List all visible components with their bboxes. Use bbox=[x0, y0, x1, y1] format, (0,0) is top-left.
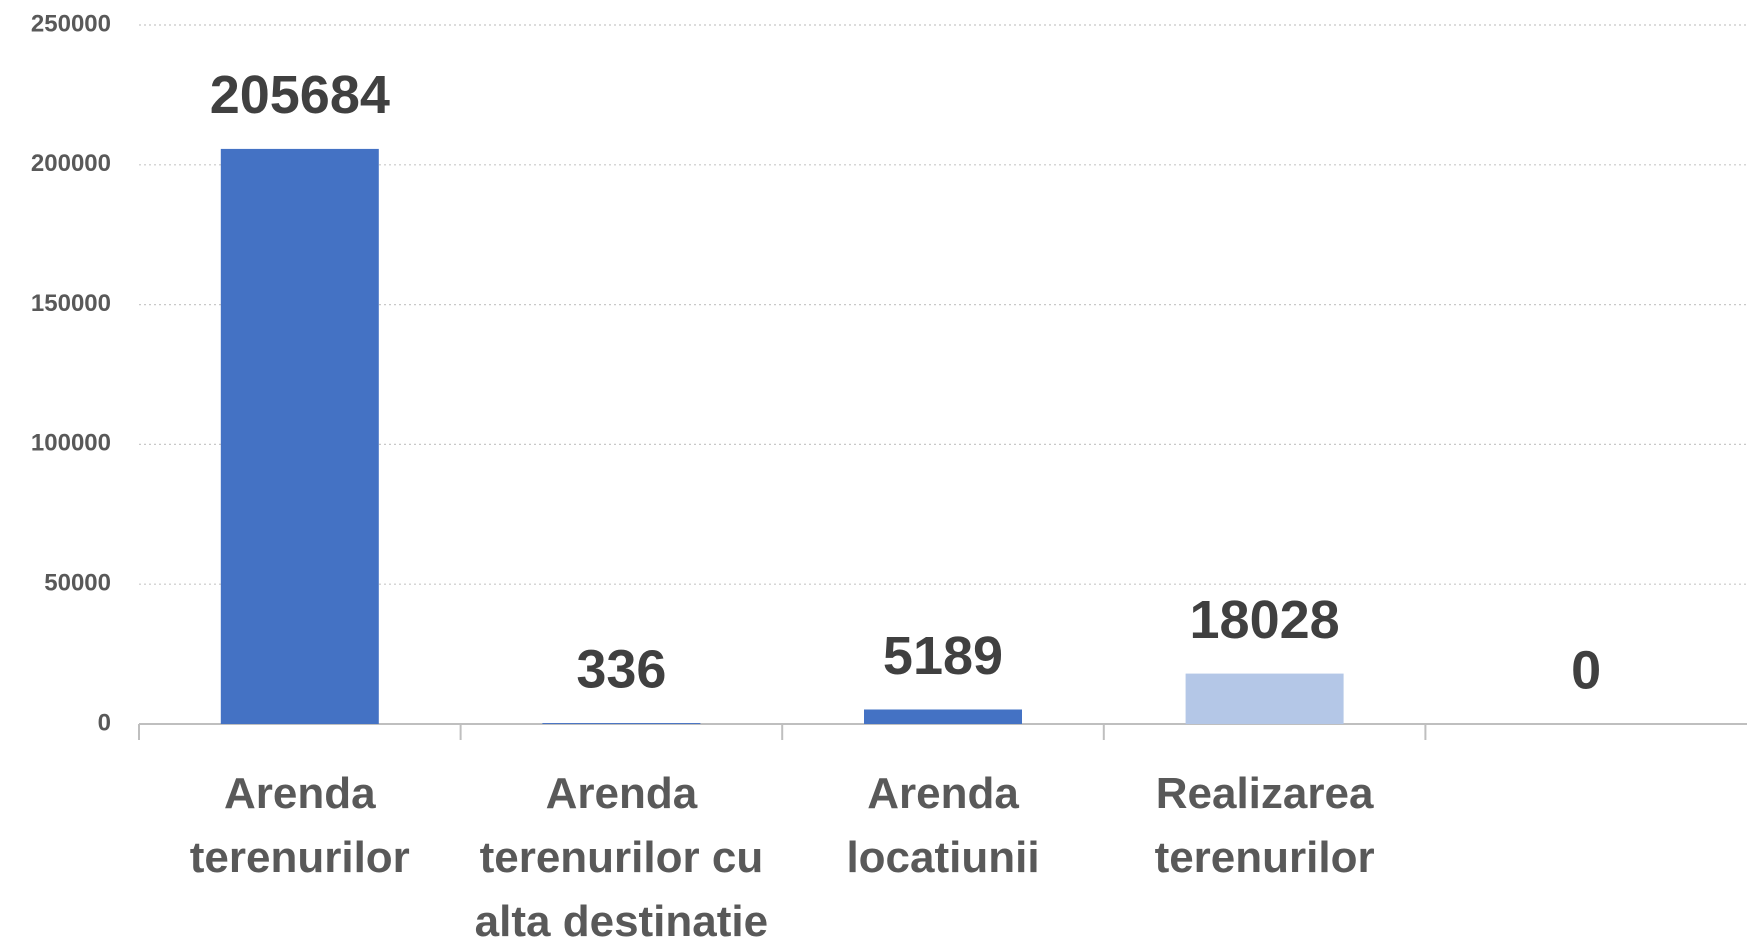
data-label: 205684 bbox=[210, 65, 390, 125]
data-label: 336 bbox=[576, 639, 666, 699]
y-tick-label: 250000 bbox=[31, 10, 111, 37]
y-tick-label: 50000 bbox=[44, 570, 111, 597]
x-tick-label: Arenda terenurilor bbox=[189, 769, 410, 882]
y-tick-label: 0 bbox=[98, 709, 111, 736]
x-tick-label: Arenda locatiunii bbox=[846, 769, 1040, 882]
data-label: 0 bbox=[1571, 640, 1601, 700]
y-tick-label: 200000 bbox=[31, 150, 111, 177]
x-tick-label: Realizarea terenurilor bbox=[1154, 769, 1375, 882]
data-label: 5189 bbox=[883, 626, 1003, 686]
bar bbox=[220, 148, 379, 724]
y-tick-label: 150000 bbox=[31, 290, 111, 317]
x-tick-label: Arenda terenurilor cu alta destinatie bbox=[474, 769, 769, 944]
bar bbox=[864, 709, 1022, 724]
data-label: 18028 bbox=[1190, 590, 1340, 650]
bar bbox=[1185, 673, 1344, 724]
y-tick-label: 100000 bbox=[31, 430, 111, 457]
bar bbox=[542, 723, 701, 724]
